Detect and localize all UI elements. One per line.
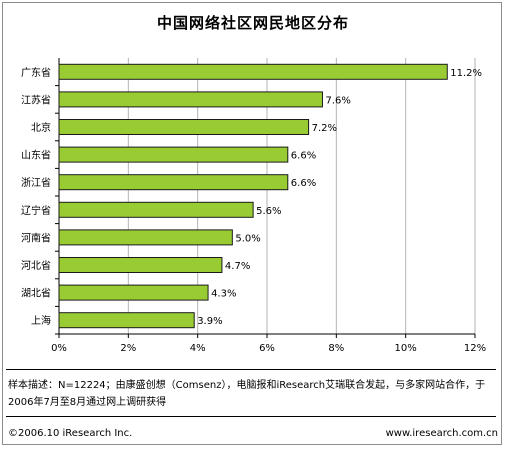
category-label-4: 浙江省	[21, 176, 51, 189]
x-tick-label-6: 12%	[464, 343, 486, 354]
category-label-2: 北京	[31, 121, 51, 134]
bar-5	[58, 201, 254, 218]
category-label-6: 河南省	[21, 231, 51, 244]
x-tick-label-2: 4%	[190, 343, 206, 354]
value-label-6: 5.0%	[235, 233, 260, 244]
value-label-1: 7.6%	[325, 95, 350, 106]
category-label-0: 广东省	[21, 66, 51, 79]
x-tick-label-0: 0%	[51, 343, 67, 354]
footer-top-rule	[6, 416, 496, 417]
value-label-0: 11.2%	[450, 68, 482, 79]
bar-9	[58, 312, 195, 329]
bar-0	[58, 63, 448, 80]
category-label-7: 河北省	[21, 259, 51, 272]
category-label-3: 山东省	[21, 149, 51, 162]
value-label-8: 4.3%	[211, 289, 236, 300]
x-tick-label-1: 2%	[120, 343, 136, 354]
sample-note: 样本描述：N=12224；由康盛创想（Comsenz），电脑报和iResearc…	[8, 380, 486, 408]
value-label-3: 6.6%	[291, 151, 316, 162]
chart-title: 中国网络社区网民地区分布	[156, 14, 349, 32]
x-tick-label-4: 8%	[328, 343, 344, 354]
category-label-1: 江苏省	[21, 93, 51, 106]
bar-7	[58, 257, 223, 273]
bar-6	[58, 229, 233, 246]
x-tick-label-3: 6%	[259, 343, 275, 354]
value-label-5: 5.6%	[256, 206, 281, 217]
category-label-9: 上海	[31, 314, 51, 327]
value-label-4: 6.6%	[291, 178, 316, 189]
value-label-7: 4.7%	[225, 261, 250, 272]
bar-3	[58, 146, 289, 163]
bar-2	[58, 119, 310, 135]
bar-1	[58, 91, 323, 108]
bar-8	[58, 284, 209, 301]
website-url: www.iresearch.com.cn	[385, 428, 498, 439]
category-label-8: 湖北省	[21, 287, 51, 300]
value-label-9: 3.9%	[197, 316, 222, 327]
x-tick-label-5: 10%	[395, 343, 417, 354]
copyright-text: ©2006.10 iResearch Inc.	[8, 428, 133, 439]
bar-4	[58, 174, 289, 191]
value-label-2: 7.2%	[312, 123, 337, 134]
note-top-rule	[6, 369, 496, 370]
category-label-5: 辽宁省	[21, 204, 51, 217]
